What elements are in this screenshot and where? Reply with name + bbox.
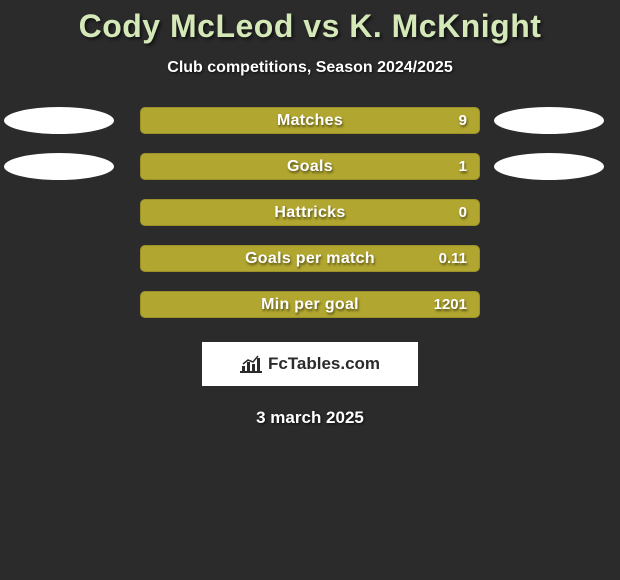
right-ellipse	[494, 107, 604, 134]
chart-icon	[240, 355, 262, 373]
comparison-widget: Cody McLeod vs K. McKnight Club competit…	[0, 0, 620, 428]
stat-label: Min per goal	[261, 296, 359, 314]
stat-bar: Matches 9	[140, 107, 480, 134]
stat-value: 0.11	[439, 250, 467, 267]
stat-bar: Hattricks 0	[140, 199, 480, 226]
stat-label: Goals	[287, 158, 333, 176]
logo-box[interactable]: FcTables.com	[202, 342, 418, 386]
stat-bar: Min per goal 1201	[140, 291, 480, 318]
stat-label: Goals per match	[245, 250, 375, 268]
stat-row: Goals 1	[0, 153, 620, 180]
logo-text: FcTables.com	[268, 354, 380, 374]
stat-row: Matches 9	[0, 107, 620, 134]
left-ellipse	[4, 153, 114, 180]
stat-value: 0	[459, 204, 467, 221]
stat-value: 1	[459, 158, 467, 175]
stat-row: Min per goal 1201	[0, 291, 620, 318]
stat-bar: Goals 1	[140, 153, 480, 180]
left-ellipse	[4, 107, 114, 134]
stat-value: 1201	[434, 296, 467, 313]
stat-bar: Goals per match 0.11	[140, 245, 480, 272]
subtitle: Club competitions, Season 2024/2025	[0, 59, 620, 77]
stat-label: Matches	[277, 112, 343, 130]
stat-row: Hattricks 0	[0, 199, 620, 226]
stat-label: Hattricks	[274, 204, 345, 222]
stats-rows: Matches 9 Goals 1 Hattricks 0 Goals per …	[0, 107, 620, 318]
right-ellipse	[494, 153, 604, 180]
date-label: 3 march 2025	[0, 408, 620, 428]
page-title: Cody McLeod vs K. McKnight	[0, 8, 620, 45]
stat-value: 9	[459, 112, 467, 129]
stat-row: Goals per match 0.11	[0, 245, 620, 272]
